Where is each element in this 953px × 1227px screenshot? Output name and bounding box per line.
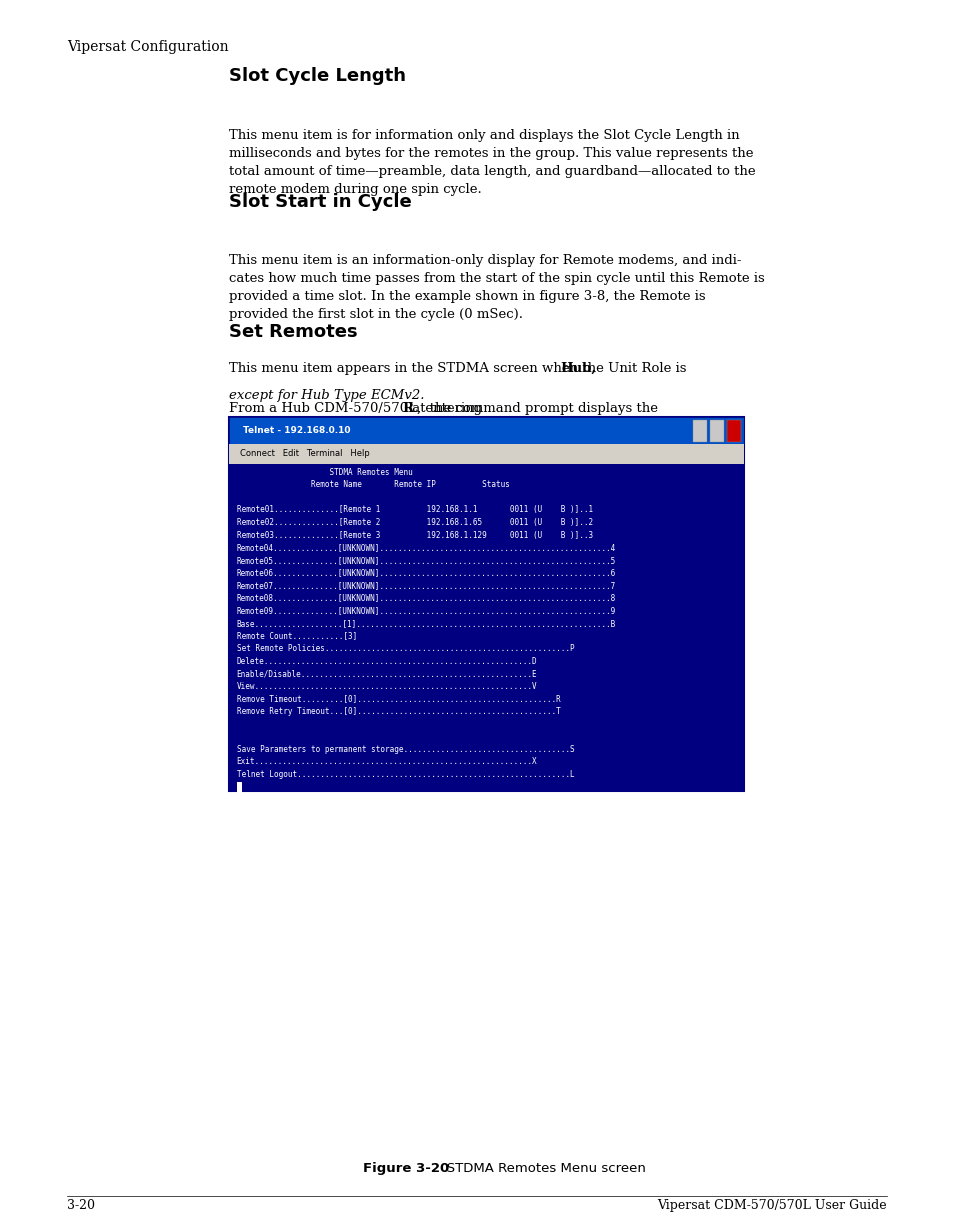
Text: Vipersat Configuration: Vipersat Configuration (67, 40, 228, 54)
Text: Set Remotes: Set Remotes (229, 323, 357, 341)
FancyBboxPatch shape (229, 444, 743, 464)
Text: Slot Cycle Length: Slot Cycle Length (229, 67, 406, 86)
Text: Delete..........................................................D: Delete..................................… (236, 656, 537, 665)
Text: Set Remote Policies.....................................................P: Set Remote Policies.....................… (236, 644, 574, 653)
Text: R: R (402, 402, 413, 416)
FancyBboxPatch shape (229, 464, 743, 791)
Text: except for Hub Type ECMv2.: except for Hub Type ECMv2. (229, 389, 424, 402)
Text: Remove Retry Timeout...[0]...........................................T: Remove Retry Timeout...[0]..............… (236, 707, 559, 717)
Text: .: . (320, 429, 325, 443)
Text: Telnet - 192.168.0.10: Telnet - 192.168.0.10 (243, 426, 351, 436)
Text: Remote Name       Remote IP          Status: Remote Name Remote IP Status (236, 480, 509, 490)
Text: This menu item is an information-only display for Remote modems, and indi-
cates: This menu item is an information-only di… (229, 254, 764, 321)
Text: STDMA Remotes Menu: STDMA Remotes Menu (236, 467, 412, 476)
Text: STDMA Remotes Menu screen: STDMA Remotes Menu screen (434, 1162, 645, 1175)
Text: Base...................[1]......................................................: Base...................[1]..............… (236, 618, 616, 628)
Text: Connect   Edit   Terminal   Help: Connect Edit Terminal Help (240, 449, 370, 459)
FancyBboxPatch shape (236, 782, 242, 793)
Text: Remote Count...........[3]: Remote Count...........[3] (236, 632, 356, 640)
Text: Save Parameters to permanent storage....................................S: Save Parameters to permanent storage....… (236, 745, 574, 753)
Text: Remote07..............[UNKNOWN].................................................: Remote07..............[UNKNOWN].........… (236, 582, 616, 590)
Text: 3-20: 3-20 (67, 1199, 94, 1212)
Text: Remote08..............[UNKNOWN].................................................: Remote08..............[UNKNOWN].........… (236, 594, 616, 602)
FancyBboxPatch shape (692, 420, 706, 442)
Text: This menu item appears in the STDMA screen when the Unit Role is: This menu item appears in the STDMA scre… (229, 362, 690, 375)
FancyBboxPatch shape (229, 417, 743, 444)
FancyBboxPatch shape (709, 420, 723, 442)
Text: From a Hub CDM-570/570L, entering: From a Hub CDM-570/570L, entering (229, 402, 486, 416)
Text: Remote06..............[UNKNOWN].................................................: Remote06..............[UNKNOWN].........… (236, 568, 616, 578)
Text: STDMA Remotes Menu: STDMA Remotes Menu (229, 429, 399, 443)
Text: Remote02..............[Remote 2          192.168.1.65      0011 (U    B )]..2: Remote02..............[Remote 2 192.168.… (236, 518, 592, 526)
Text: Remote01..............[Remote 1          192.168.1.1       0011 (U    B )]..1: Remote01..............[Remote 1 192.168.… (236, 506, 592, 514)
Text: Telnet Logout...........................................................L: Telnet Logout...........................… (236, 771, 574, 779)
Text: Enable/Disable..................................................E: Enable/Disable..........................… (236, 669, 537, 679)
Text: Exit............................................................X: Exit....................................… (236, 757, 537, 767)
Text: at the command prompt displays the: at the command prompt displays the (407, 402, 657, 416)
Text: This menu item is for information only and displays the Slot Cycle Length in
mil: This menu item is for information only a… (229, 129, 755, 196)
Text: Hub,: Hub, (560, 362, 596, 375)
Text: Slot Start in Cycle: Slot Start in Cycle (229, 193, 412, 211)
Text: Remote03..............[Remote 3          192.168.1.129     0011 (U    B )]..3: Remote03..............[Remote 3 192.168.… (236, 530, 592, 540)
Text: Remove Timeout.........[0]...........................................R: Remove Timeout.........[0]..............… (236, 694, 559, 703)
Text: Remote09..............[UNKNOWN].................................................: Remote09..............[UNKNOWN].........… (236, 606, 616, 615)
Text: Remote05..............[UNKNOWN].................................................: Remote05..............[UNKNOWN].........… (236, 556, 616, 564)
FancyBboxPatch shape (726, 420, 740, 442)
Text: Remote04..............[UNKNOWN].................................................: Remote04..............[UNKNOWN].........… (236, 544, 616, 552)
Text: Vipersat CDM-570/570L User Guide: Vipersat CDM-570/570L User Guide (657, 1199, 886, 1212)
Text: View............................................................V: View....................................… (236, 682, 537, 691)
Text: Figure 3-20: Figure 3-20 (362, 1162, 448, 1175)
